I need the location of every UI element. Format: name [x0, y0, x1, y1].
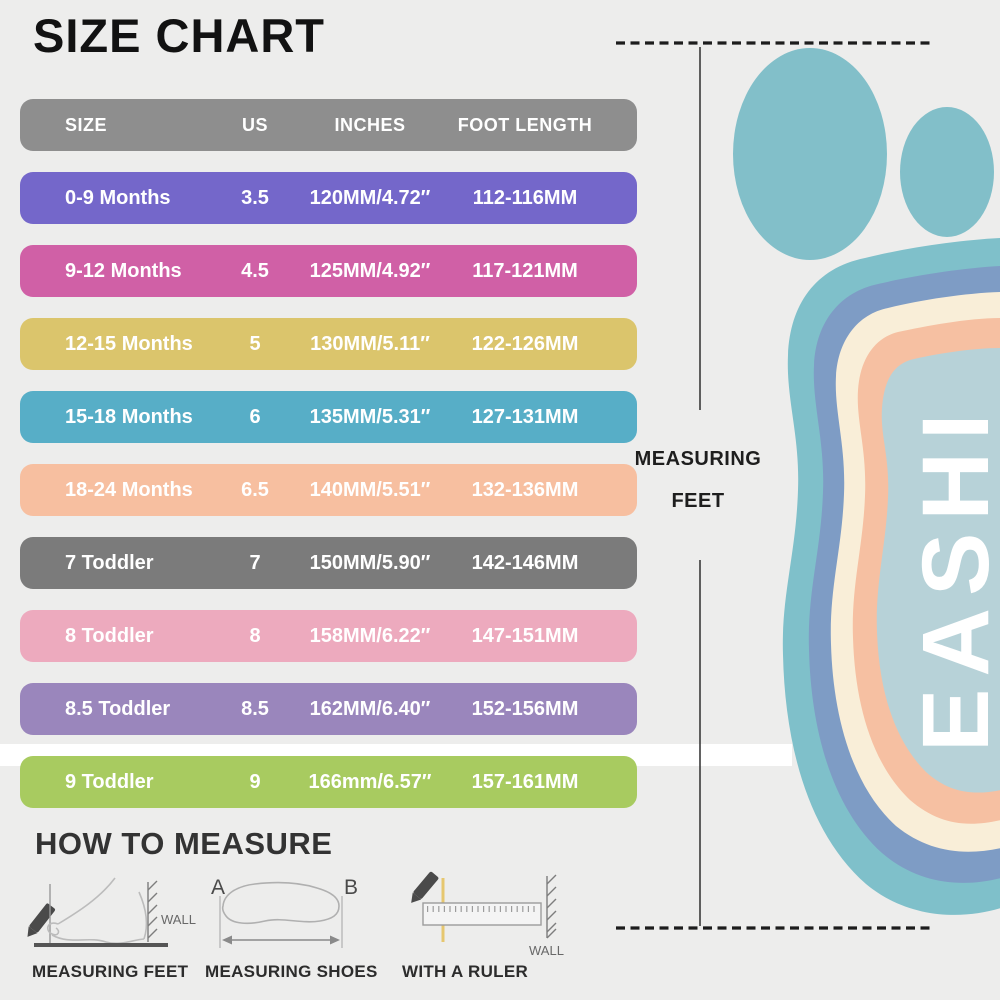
cell-us: 7: [249, 551, 261, 574]
size-table: SIZE US INCHES FOOT LENGTH 0-9 Months 3.5…: [20, 99, 637, 808]
header-inches: INCHES: [334, 114, 406, 135]
cell-foot: 132-136MM: [471, 478, 579, 501]
measuring-feet-diagram: WALL: [27, 877, 196, 947]
pencil-icon: [411, 871, 439, 903]
cell-foot: 112-116MM: [472, 186, 578, 209]
cell-inches: 130MM/5.11″: [310, 332, 430, 355]
size-table-row: 8 Toddler 8 158MM/6.22″ 147-151MM: [20, 610, 637, 662]
cell-size: 15-18 Months: [65, 405, 193, 428]
cell-inches: 140MM/5.51″: [309, 478, 431, 501]
cell-size: 7 Toddler: [65, 551, 154, 574]
cell-inches: 125MM/4.92″: [309, 259, 431, 282]
wall-label: WALL: [529, 943, 564, 958]
header-size: SIZE: [65, 114, 108, 135]
cell-us: 8.5: [241, 697, 269, 720]
how-to-measure-title: HOW TO MEASURE: [35, 826, 333, 861]
size-table-row: 8.5 Toddler 8.5 162MM/6.40″ 152-156MM: [20, 683, 637, 735]
measuring-feet-line1: MEASURING: [634, 448, 762, 470]
size-table-header: SIZE US INCHES FOOT LENGTH: [20, 99, 637, 151]
foot-center: [876, 348, 1000, 793]
cell-inches: 162MM/6.40″: [309, 697, 431, 720]
cell-inches: 166mm/6.57″: [308, 770, 432, 793]
cell-foot: 142-146MM: [471, 551, 579, 574]
pencil-icon: [27, 903, 56, 937]
measuring-feet-label: MEASURING FEET: [600, 449, 796, 511]
measuring-shoes-diagram: A B: [211, 876, 358, 948]
cell-size: 9 Toddler: [65, 770, 154, 793]
cell-us: 9: [249, 770, 261, 793]
ruler-icon: [422, 902, 542, 926]
point-a-label: A: [211, 876, 225, 899]
size-table-rows: 0-9 Months 3.5 120MM/4.72″ 112-116MM 9-12 Mo…: [20, 172, 637, 808]
cell-size: 18-24 Months: [65, 478, 193, 501]
foot-illustration: EASHI: [616, 41, 1000, 930]
size-table-row: 18-24 Months 6.5 140MM/5.51″ 132-136MM: [20, 464, 637, 516]
caption-with-a-ruler: WITH A RULER: [402, 962, 529, 981]
cell-foot: 127-131MM: [471, 405, 579, 428]
size-table-row: 9-12 Months 4.5 125MM/4.92″ 117-121MM: [20, 245, 637, 297]
cell-us: 8: [249, 624, 261, 647]
wall-hatch-icon: [147, 880, 158, 942]
cell-size: 12-15 Months: [65, 332, 193, 355]
point-b-label: B: [344, 876, 358, 899]
cell-us: 3.5: [241, 186, 269, 209]
wall-hatch-icon: [546, 874, 557, 939]
size-table-row: 12-15 Months 5 130MM/5.11″ 122-126MM: [20, 318, 637, 370]
size-table-row: 15-18 Months 6 135MM/5.31″ 127-131MM: [20, 391, 637, 443]
cell-inches: 135MM/5.31″: [309, 405, 431, 428]
size-table-row: 9 Toddler 9 166mm/6.57″ 157-161MM: [20, 756, 637, 808]
brand-text: EASHI: [903, 402, 1000, 752]
cell-size: 8.5 Toddler: [65, 697, 171, 720]
page-title: SIZE CHART: [33, 9, 325, 62]
cell-inches: 158MM/6.22″: [309, 624, 431, 647]
cell-inches: 150MM/5.90″: [309, 551, 431, 574]
cell-foot: 117-121MM: [472, 259, 578, 282]
size-table-row: 7 Toddler 7 150MM/5.90″ 142-146MM: [20, 537, 637, 589]
cell-us: 4.5: [241, 259, 269, 282]
header-us: US: [241, 114, 268, 135]
cell-us: 6: [249, 405, 261, 428]
cell-foot: 147-151MM: [471, 624, 579, 647]
cell-us: 5: [249, 332, 261, 355]
measure-arrow-icon: [222, 935, 340, 945]
caption-measuring-feet: MEASURING FEET: [32, 962, 189, 981]
foot-outline-icon: [46, 877, 148, 945]
cell-size: 8 Toddler: [65, 624, 154, 647]
cell-us: 6.5: [241, 478, 269, 501]
header-foot-length: FOOT LENGTH: [457, 114, 593, 135]
big-toe-shape: [733, 48, 887, 260]
cell-foot: 152-156MM: [471, 697, 579, 720]
shoe-outline-icon: [221, 881, 340, 925]
cell-size: 0-9 Months: [65, 186, 171, 209]
wall-label: WALL: [161, 912, 196, 927]
measuring-feet-line2: FEET: [671, 490, 725, 512]
ruler-diagram: WALL: [411, 871, 564, 958]
caption-measuring-shoes: MEASURING SHOES: [205, 962, 378, 981]
size-table-row: 0-9 Months 3.5 120MM/4.72″ 112-116MM: [20, 172, 637, 224]
cell-foot: 122-126MM: [471, 332, 579, 355]
second-toe-shape: [900, 107, 994, 237]
cell-inches: 120MM/4.72″: [309, 186, 431, 209]
cell-size: 9-12 Months: [65, 259, 182, 282]
cell-foot: 157-161MM: [471, 770, 579, 793]
